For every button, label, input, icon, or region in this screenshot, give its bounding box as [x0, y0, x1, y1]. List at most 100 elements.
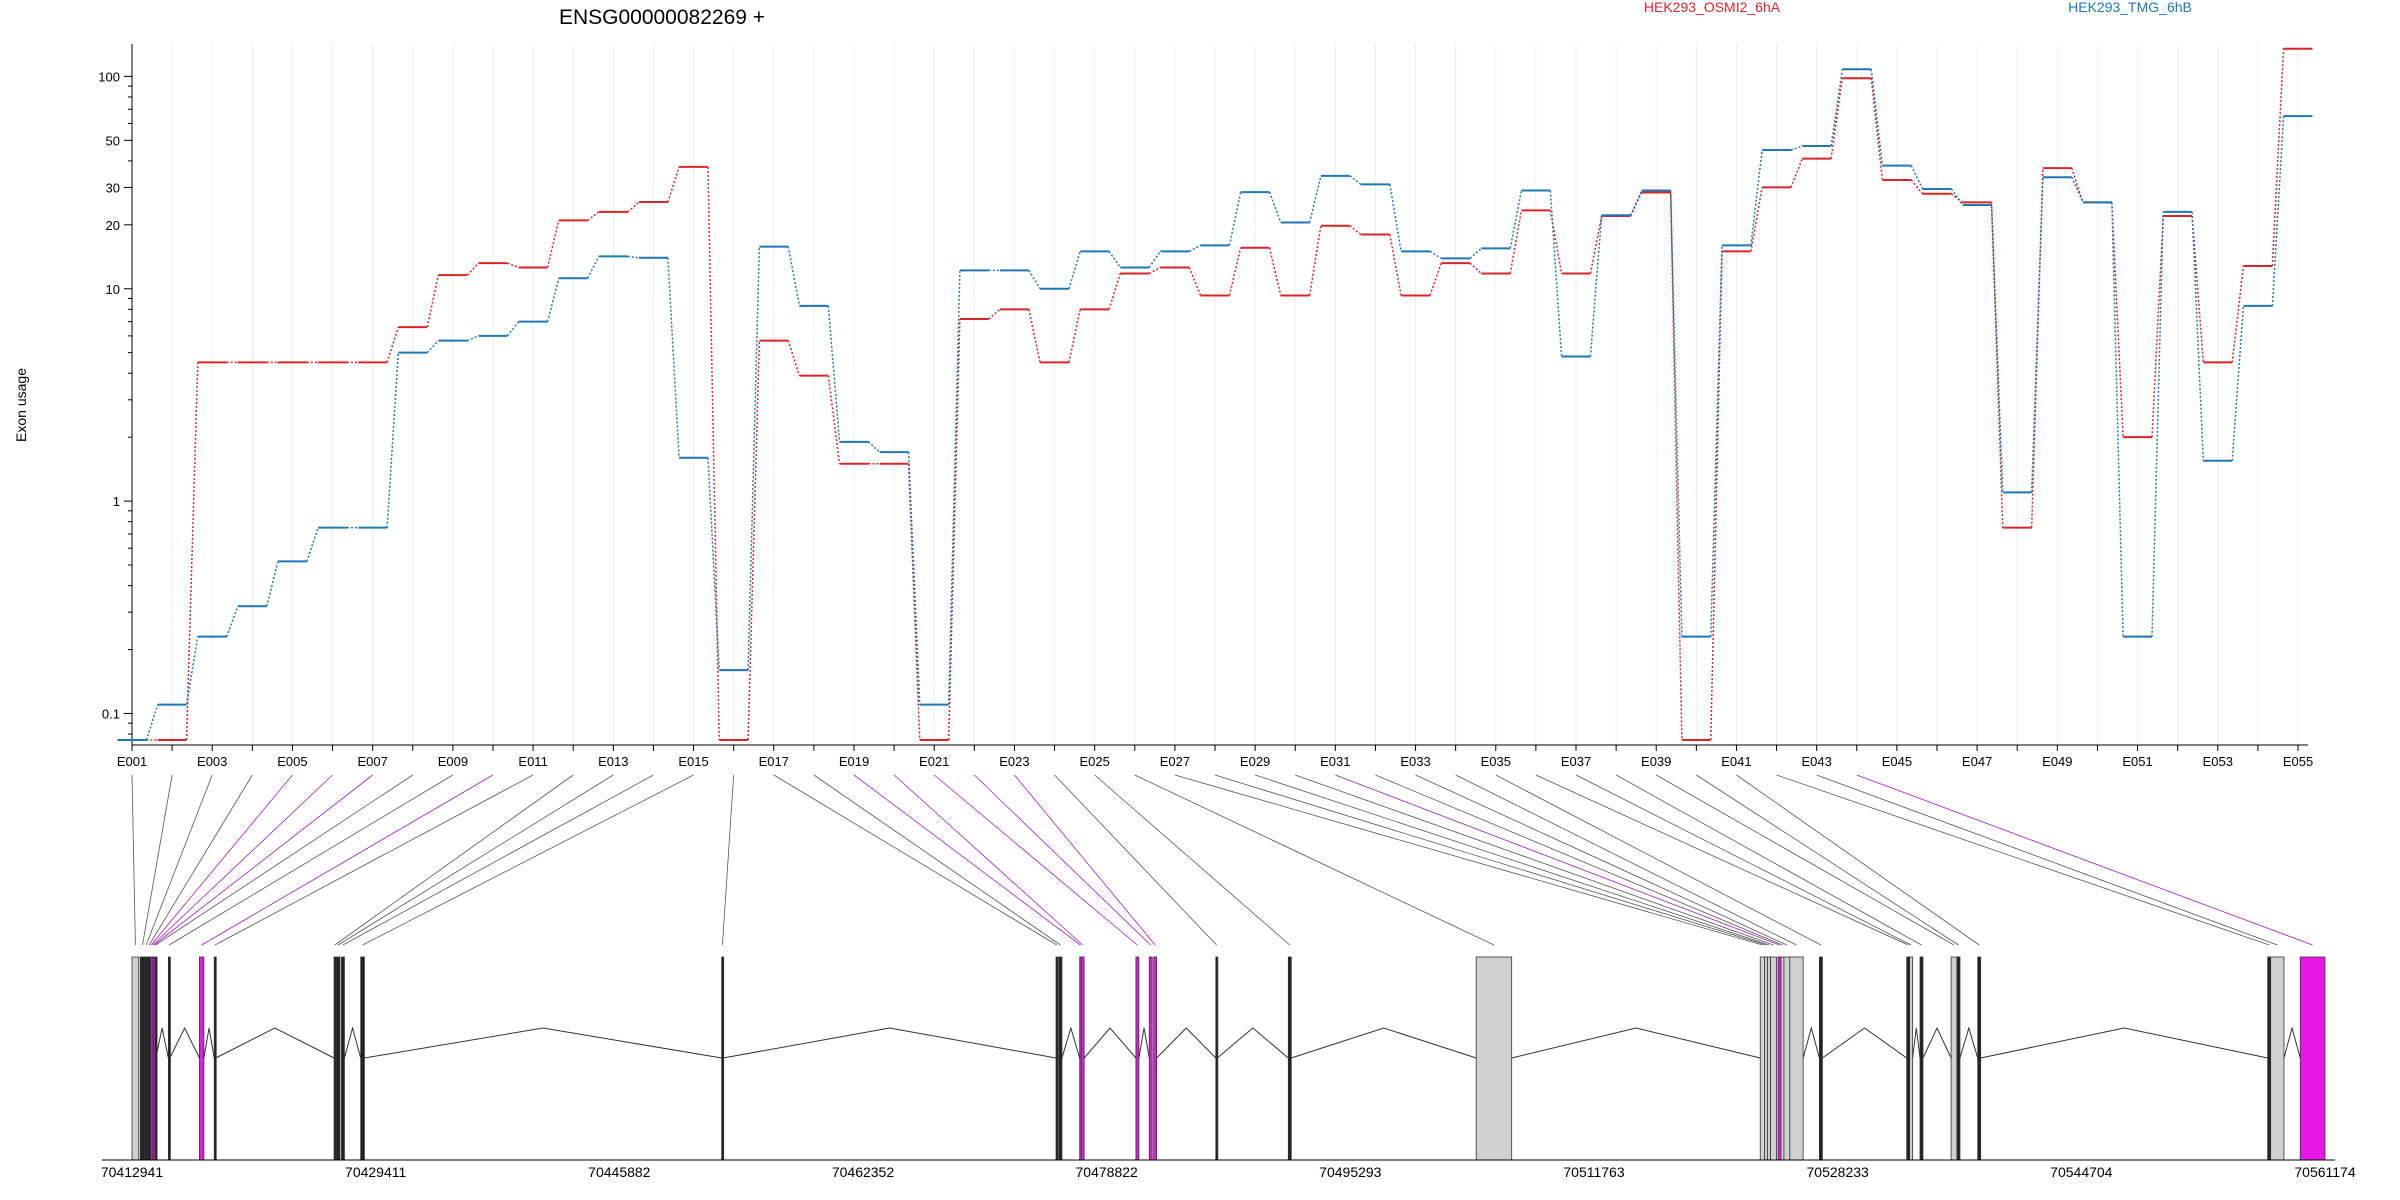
exon-E012 — [333, 956, 337, 1161]
coordinate-label: 70412941 — [101, 1164, 164, 1180]
exon-connector — [150, 774, 293, 946]
series-link — [1830, 78, 1844, 159]
exon-connectors — [131, 774, 2313, 946]
exon-connector — [1254, 774, 1770, 946]
series-link — [747, 340, 761, 741]
coordinate-label: 70462352 — [832, 1164, 895, 1180]
series-link — [1429, 250, 1442, 260]
exon-E011 — [213, 956, 217, 1161]
intron — [203, 1027, 215, 1059]
series-link — [467, 335, 479, 342]
exon-E043 — [2270, 956, 2285, 1161]
intron — [343, 1026, 362, 1059]
series-link — [787, 340, 801, 376]
series-link — [306, 527, 319, 562]
exon-E013 — [335, 956, 341, 1161]
coordinate-label: 70528233 — [1807, 1164, 1870, 1180]
series-link — [988, 308, 1001, 320]
exon-connector — [773, 774, 1057, 946]
x-tick-label: E037 — [1561, 754, 1591, 769]
series-link — [546, 278, 560, 322]
series-link — [867, 441, 881, 453]
series-link — [1028, 309, 1041, 363]
exon-connector — [152, 774, 333, 946]
series-link — [1389, 184, 1402, 252]
exon-connector — [145, 774, 213, 946]
intron — [723, 1027, 1057, 1059]
x-tick-label: E053 — [2203, 754, 2233, 769]
exon-connector — [1736, 774, 1980, 946]
intron — [1216, 1027, 1289, 1059]
exon-E044 — [2299, 956, 2326, 1161]
x-tick-label: E041 — [1721, 754, 1751, 769]
series-link — [1589, 215, 1603, 357]
x-tick-label: E043 — [1801, 754, 1831, 769]
x-tick-label: E027 — [1160, 754, 1190, 769]
series-link — [1750, 187, 1763, 252]
intron — [1912, 1027, 1921, 1059]
intron — [1822, 1027, 1907, 1059]
exon-E024 — [1215, 956, 1219, 1161]
exon-connector — [1856, 774, 2313, 946]
series-link — [586, 256, 600, 279]
series-link — [1710, 251, 1723, 741]
exon-connector — [131, 774, 136, 946]
exon-connector — [1295, 774, 1774, 946]
series-link — [667, 166, 680, 203]
exon-connector — [974, 774, 1151, 946]
x-tick-label: E039 — [1641, 754, 1671, 769]
series-link — [1950, 193, 1964, 204]
exon-E034 — [1789, 956, 1804, 1161]
exon-E008 — [154, 956, 158, 1161]
exon-connector — [153, 774, 373, 946]
coordinate-label: 70561174 — [2294, 1164, 2355, 1180]
exon-connector — [142, 774, 173, 946]
series-link — [2271, 48, 2285, 267]
series-link — [2151, 211, 2164, 637]
exon-connector — [1375, 774, 1783, 946]
exon-connector — [1415, 774, 1788, 946]
series-link — [947, 270, 961, 705]
intron — [1291, 1027, 1477, 1059]
exon-E036 — [1906, 956, 1911, 1161]
exon-connector — [155, 774, 413, 946]
x-tick-label: E007 — [357, 754, 387, 769]
series-link — [1509, 210, 1523, 274]
intron — [1138, 1027, 1150, 1059]
y-axis-label: Exon usage — [13, 368, 29, 442]
x-tick-label: E047 — [1962, 754, 1992, 769]
x-tick-label: E051 — [2122, 754, 2152, 769]
y-tick-label: 100 — [98, 69, 120, 84]
series-link — [1108, 273, 1122, 310]
exon-E035 — [1819, 956, 1823, 1161]
exon-E020 — [1080, 956, 1085, 1161]
intron — [1980, 1027, 2268, 1059]
x-ticks: E001 E003 E005 E007 E009 E011 E013 E015 E017 E019… — [117, 745, 2313, 769]
series-link — [1469, 247, 1482, 259]
series-link — [1308, 225, 1322, 296]
series-link — [1790, 145, 1803, 151]
series-link — [546, 220, 560, 268]
exon-E010 — [199, 956, 205, 1161]
exon-E004 — [147, 956, 152, 1161]
series-link — [1028, 270, 1041, 290]
series-2 — [117, 68, 2313, 741]
coordinate-label: 70495293 — [1319, 1164, 1382, 1180]
exon-connector — [201, 774, 494, 946]
series-link — [2111, 202, 2124, 438]
exon-E039 — [1950, 956, 1958, 1161]
series-link — [1268, 247, 1282, 296]
series-link — [627, 201, 640, 213]
series-link — [1549, 210, 1563, 274]
exon-E003 — [144, 956, 149, 1161]
exon-E040 — [1956, 956, 1961, 1161]
intron — [1922, 1026, 1952, 1059]
y-tick-label: 30 — [106, 180, 120, 195]
series-link — [1589, 215, 1603, 274]
genomic-coordinates: 70412941 70429411 70445882 70462352 70478822… — [101, 1159, 2356, 1180]
y-tick-label: 0.1 — [102, 706, 120, 721]
x-gridlines — [131, 44, 2299, 745]
series-link — [2071, 176, 2084, 203]
series-link — [667, 257, 680, 458]
series-link — [1268, 191, 1282, 223]
